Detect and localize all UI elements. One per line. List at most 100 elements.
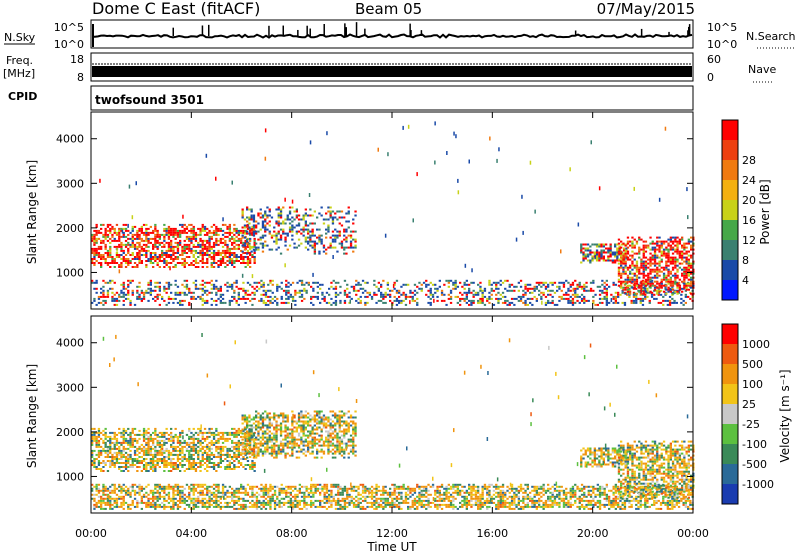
- heatmap-cell: [635, 262, 639, 265]
- heatmap-cell: [201, 239, 204, 242]
- heatmap-cell: [623, 247, 626, 250]
- heatmap-cell: [115, 254, 119, 256]
- heatmap-cell: [122, 435, 125, 438]
- heatmap-cell: [179, 464, 182, 466]
- heatmap-cell: [657, 287, 660, 290]
- heatmap-cell: [149, 260, 152, 262]
- heatmap-cell: [109, 449, 112, 452]
- heatmap-cell: [268, 426, 271, 429]
- heatmap-cell: [592, 279, 595, 282]
- heatmap-cell: [596, 303, 599, 306]
- heatmap-cell: [228, 233, 231, 236]
- heatmap-cell: [95, 225, 98, 228]
- heatmap-cell: [140, 447, 143, 450]
- heatmap-cell: [660, 278, 663, 281]
- heatmap-cell: [138, 237, 141, 240]
- heatmap-cell: [100, 495, 103, 498]
- heatmap-cell: [331, 438, 335, 441]
- heatmap-cell: [149, 291, 152, 294]
- heatmap-cell: [393, 295, 396, 298]
- heatmap-cell: [237, 233, 240, 236]
- heatmap-cell: [681, 268, 684, 271]
- heatmap-cell: [657, 293, 660, 296]
- heatmap-cell: [309, 430, 312, 433]
- heatmap-cell: [600, 257, 603, 260]
- heatmap-cell: [176, 293, 180, 296]
- heatmap-cell: [642, 292, 645, 295]
- heatmap-cell: [644, 290, 648, 293]
- heatmap-cell: [307, 283, 310, 286]
- heatmap-cell: [472, 299, 475, 302]
- heatmap-cell: [687, 295, 690, 298]
- heatmap-cell: [334, 216, 337, 219]
- heatmap-cell: [226, 247, 229, 250]
- heatmap-cell: [264, 295, 268, 298]
- heatmap-cell: [104, 231, 107, 234]
- heatmap-cell: [120, 245, 123, 248]
- heatmap-cell: [176, 262, 180, 264]
- heatmap-cell: [327, 444, 330, 447]
- heatmap-cell: [152, 456, 155, 458]
- heatmap-cell: [203, 233, 207, 236]
- heatmap-cell: [488, 281, 491, 284]
- heatmap-cell: [322, 418, 326, 421]
- heatmap-cell: [91, 433, 94, 436]
- heatmap-cell: [322, 422, 326, 425]
- heatmap-cell: [327, 448, 330, 451]
- heatmap-cell: [149, 462, 152, 464]
- heatmap-cell: [154, 468, 157, 470]
- heatmap-cell: [190, 456, 193, 458]
- heatmap-cell: [649, 264, 652, 267]
- heatmap-cell: [565, 297, 568, 300]
- heatmap-cell: [246, 206, 249, 209]
- heatmap-cell: [293, 242, 296, 245]
- heatmap-cell: [243, 236, 247, 239]
- heatmap-cell: [280, 297, 283, 300]
- heatmap-cell: [257, 222, 260, 225]
- heatmap-cell: [300, 232, 303, 235]
- heatmap-cell: [243, 226, 247, 229]
- heatmap-cell: [228, 254, 231, 256]
- heatmap-cell: [640, 258, 643, 261]
- heatmap-cell: [224, 239, 227, 242]
- heatmap-cell: [257, 422, 260, 425]
- heatmap-cell: [286, 414, 289, 417]
- heatmap-cell: [221, 245, 225, 248]
- heatmap-cell: [174, 435, 177, 438]
- heatmap-cell: [149, 279, 152, 282]
- heatmap-cell: [212, 433, 216, 436]
- heatmap-cell: [91, 233, 94, 236]
- heatmap-cell: [100, 295, 103, 298]
- heatmap-cell: [297, 224, 301, 227]
- heatmap-cell: [649, 262, 652, 265]
- heatmap-cell: [210, 247, 213, 250]
- heatmap-cell: [495, 297, 498, 300]
- heatmap-cell: [295, 230, 298, 233]
- heatmap-cell: [156, 264, 159, 266]
- heatmap-cell: [106, 262, 110, 264]
- heatmap-cell: [170, 470, 173, 472]
- heatmap-cell: [161, 233, 164, 236]
- heatmap-cell: [610, 293, 613, 296]
- heatmap-cell: [253, 245, 256, 248]
- heatmap-cell: [206, 453, 209, 456]
- heatmap-cell: [291, 424, 294, 427]
- heatmap-cell: [170, 464, 173, 466]
- heatmap-cell: [192, 264, 195, 266]
- heatmap-cell: [483, 289, 487, 292]
- heatmap-cell: [97, 427, 101, 430]
- heatmap-cell: [102, 241, 105, 244]
- heatmap-cell: [589, 251, 592, 254]
- heatmap-cell: [313, 438, 316, 441]
- heatmap-cell: [97, 487, 101, 490]
- heatmap-cell: [152, 229, 155, 232]
- heatmap-cell: [158, 458, 161, 460]
- heatmap-cell: [183, 239, 186, 242]
- heatmap-cell: [142, 449, 146, 452]
- heatmap-cell: [304, 222, 307, 225]
- heatmap-cell: [102, 499, 105, 502]
- heatmap-cell: [106, 449, 110, 452]
- heatmap-cell: [658, 248, 661, 251]
- heatmap-cell: [127, 258, 130, 260]
